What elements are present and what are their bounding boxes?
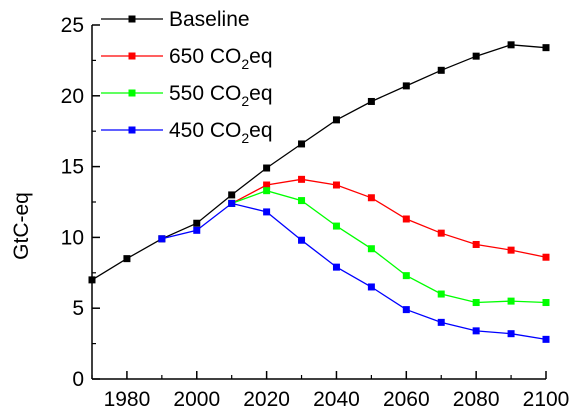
data-point xyxy=(437,229,445,237)
y-tick-label: 20 xyxy=(61,85,84,108)
data-point xyxy=(437,66,445,74)
data-point xyxy=(367,245,375,253)
x-tick-label: 1980 xyxy=(104,388,151,411)
legend-label-part: Baseline xyxy=(169,8,250,31)
data-point xyxy=(193,226,201,234)
legend-entry-1: 650 CO2eq xyxy=(101,45,273,72)
legend-label: 650 CO2eq xyxy=(169,45,273,72)
series-2 xyxy=(228,187,550,307)
legend-label: 450 CO2eq xyxy=(169,119,273,146)
data-point xyxy=(507,41,515,49)
data-point xyxy=(437,290,445,298)
series-layer xyxy=(88,41,550,343)
data-point xyxy=(402,215,410,223)
data-point xyxy=(193,219,201,227)
x-tick-label: 2000 xyxy=(173,388,220,411)
legend-marker xyxy=(128,126,136,134)
data-point xyxy=(332,181,340,189)
y-tick-label: 10 xyxy=(61,226,84,249)
data-point xyxy=(542,335,550,343)
legend-entry-3: 450 CO2eq xyxy=(101,119,273,146)
x-tick-label: 2080 xyxy=(453,388,500,411)
data-point xyxy=(263,164,271,172)
series-line xyxy=(161,202,547,341)
data-point xyxy=(158,235,166,243)
data-point xyxy=(367,194,375,202)
data-point xyxy=(402,82,410,90)
legend-label-part: 2 xyxy=(241,130,249,146)
legend-label-part: 550 CO xyxy=(169,82,241,105)
data-point xyxy=(507,297,515,305)
series-0 xyxy=(88,41,550,284)
y-tick-label: 25 xyxy=(61,14,84,37)
data-point xyxy=(542,299,550,307)
data-point xyxy=(123,255,131,263)
y-tick-label: 5 xyxy=(72,297,84,320)
data-point xyxy=(437,318,445,326)
y-tick-label: 15 xyxy=(61,156,84,179)
legend-label-part: 2 xyxy=(241,93,249,109)
data-point xyxy=(228,199,236,207)
data-point xyxy=(228,191,236,199)
data-point xyxy=(542,253,550,261)
legend-marker xyxy=(128,52,136,60)
data-point xyxy=(298,197,306,205)
data-point xyxy=(507,246,515,254)
data-point xyxy=(472,327,480,335)
data-point xyxy=(472,240,480,248)
y-tick-label: 0 xyxy=(72,368,84,391)
series-line xyxy=(91,44,547,281)
legend-label-part: 2 xyxy=(241,56,249,72)
legend-label-part: eq xyxy=(249,45,272,68)
legend-marker xyxy=(128,89,136,97)
legend-marker xyxy=(128,15,136,23)
y-axis-label: GtC-eq xyxy=(10,192,33,260)
axes: 1980 2000 2020 2040 2060 2080 2100 0 5 10 15 20 25 xyxy=(61,14,570,411)
data-point xyxy=(472,299,480,307)
data-point xyxy=(88,276,96,284)
data-point xyxy=(263,181,271,189)
legend-label-part: eq xyxy=(249,82,272,105)
data-point xyxy=(263,208,271,216)
data-point xyxy=(332,222,340,230)
data-point xyxy=(367,283,375,291)
data-point xyxy=(402,272,410,280)
legend-entry-2: 550 CO2eq xyxy=(101,82,273,109)
data-point xyxy=(542,44,550,52)
series-1 xyxy=(228,175,550,261)
x-tick-label: 2020 xyxy=(243,388,290,411)
legend-label: 550 CO2eq xyxy=(169,82,273,109)
data-point xyxy=(367,97,375,105)
data-point xyxy=(298,140,306,148)
series-line xyxy=(231,178,547,258)
data-point xyxy=(298,175,306,183)
data-point xyxy=(332,116,340,124)
data-point xyxy=(402,306,410,314)
x-tick-label: 2100 xyxy=(523,388,570,411)
series-3 xyxy=(158,199,550,343)
data-point xyxy=(263,187,271,195)
legend-label-part: 650 CO xyxy=(169,45,241,68)
legend-label: Baseline xyxy=(169,8,250,31)
x-tick-label: 2040 xyxy=(313,388,360,411)
data-point xyxy=(332,263,340,271)
legend-label-part: eq xyxy=(249,119,272,142)
x-tick-label: 2060 xyxy=(383,388,430,411)
data-point xyxy=(507,330,515,338)
legend-label-part: 450 CO xyxy=(169,119,241,142)
data-point xyxy=(472,52,480,60)
data-point xyxy=(298,236,306,244)
legend-entry-0: Baseline xyxy=(101,8,250,31)
series-line xyxy=(231,190,547,304)
